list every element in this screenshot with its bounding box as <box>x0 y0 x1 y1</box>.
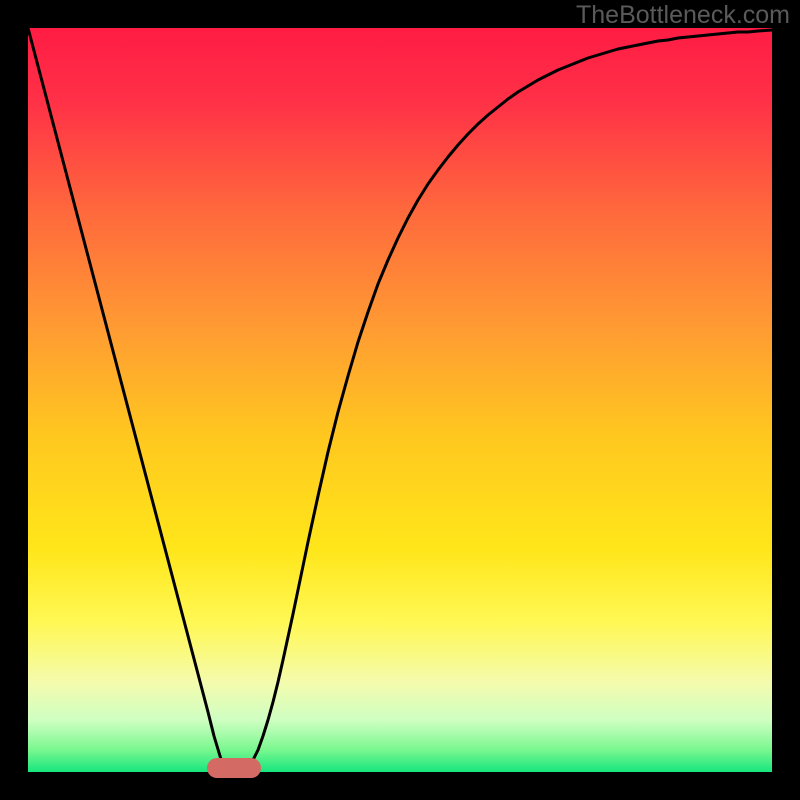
watermark-text: TheBottleneck.com <box>576 1 790 30</box>
minimum-marker <box>207 758 261 778</box>
plot-area <box>28 28 772 772</box>
